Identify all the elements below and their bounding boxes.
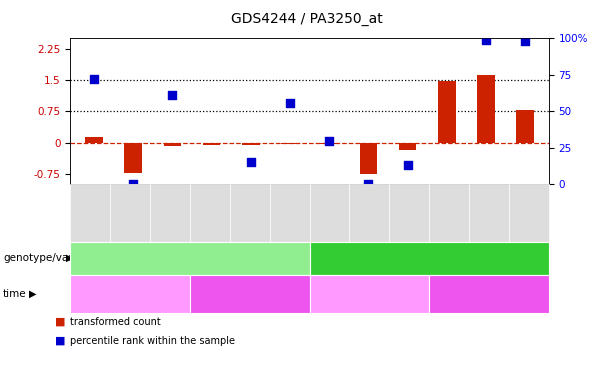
Text: percentile rank within the sample: percentile rank within the sample (70, 336, 235, 346)
Text: 48hours, late stationary
phase: 48hours, late stationary phase (435, 284, 543, 303)
Bar (242, 142, 259, 145)
Text: 24hours, early stationary
phase: 24hours, early stationary phase (74, 284, 187, 303)
Point (128, 181, 138, 187)
Point (89, 76, 99, 82)
Text: GSM999075: GSM999075 (325, 188, 334, 238)
Text: GSM999072: GSM999072 (205, 188, 215, 238)
Text: GSM999076: GSM999076 (365, 188, 374, 238)
Bar (164, 142, 181, 146)
Text: GSM999080: GSM999080 (524, 188, 533, 238)
Point (481, 37, 491, 43)
Text: GSM999077: GSM999077 (405, 188, 414, 238)
Point (403, 162, 413, 169)
Point (167, 92, 177, 98)
Text: genotype/variation: genotype/variation (3, 253, 102, 263)
Text: time: time (3, 289, 27, 299)
Bar (477, 74, 495, 142)
Text: ▶: ▶ (66, 253, 74, 263)
Bar (203, 142, 221, 145)
Text: transformed count: transformed count (70, 317, 161, 327)
Bar (516, 110, 534, 142)
Bar (398, 142, 416, 150)
Bar (438, 81, 455, 142)
Point (364, 181, 373, 187)
Bar (85, 137, 103, 142)
Text: GSM999079: GSM999079 (484, 188, 493, 238)
Text: GSM999074: GSM999074 (285, 188, 294, 238)
Text: GSM999078: GSM999078 (444, 188, 454, 238)
Text: 48hours, late stationary
phase: 48hours, late stationary phase (196, 284, 304, 303)
Point (246, 159, 256, 166)
Text: ▶: ▶ (29, 289, 36, 299)
Text: GSM999070: GSM999070 (126, 188, 135, 238)
Bar (360, 142, 377, 174)
Text: GSM999071: GSM999071 (166, 188, 175, 238)
Bar (124, 142, 142, 173)
Bar (321, 142, 338, 144)
Text: GSM999073: GSM999073 (245, 188, 254, 238)
Point (520, 38, 530, 45)
Text: ■: ■ (55, 317, 66, 327)
Point (285, 99, 295, 106)
Text: small colony variant: small colony variant (369, 252, 489, 265)
Bar (281, 142, 299, 144)
Text: GDS4244 / PA3250_at: GDS4244 / PA3250_at (230, 12, 383, 25)
Text: ■: ■ (55, 336, 66, 346)
Point (324, 137, 334, 144)
Text: 24hours, early stationary
phase: 24hours, early stationary phase (313, 284, 426, 303)
Text: wild type: wild type (163, 252, 217, 265)
Text: GSM999069: GSM999069 (86, 188, 95, 238)
